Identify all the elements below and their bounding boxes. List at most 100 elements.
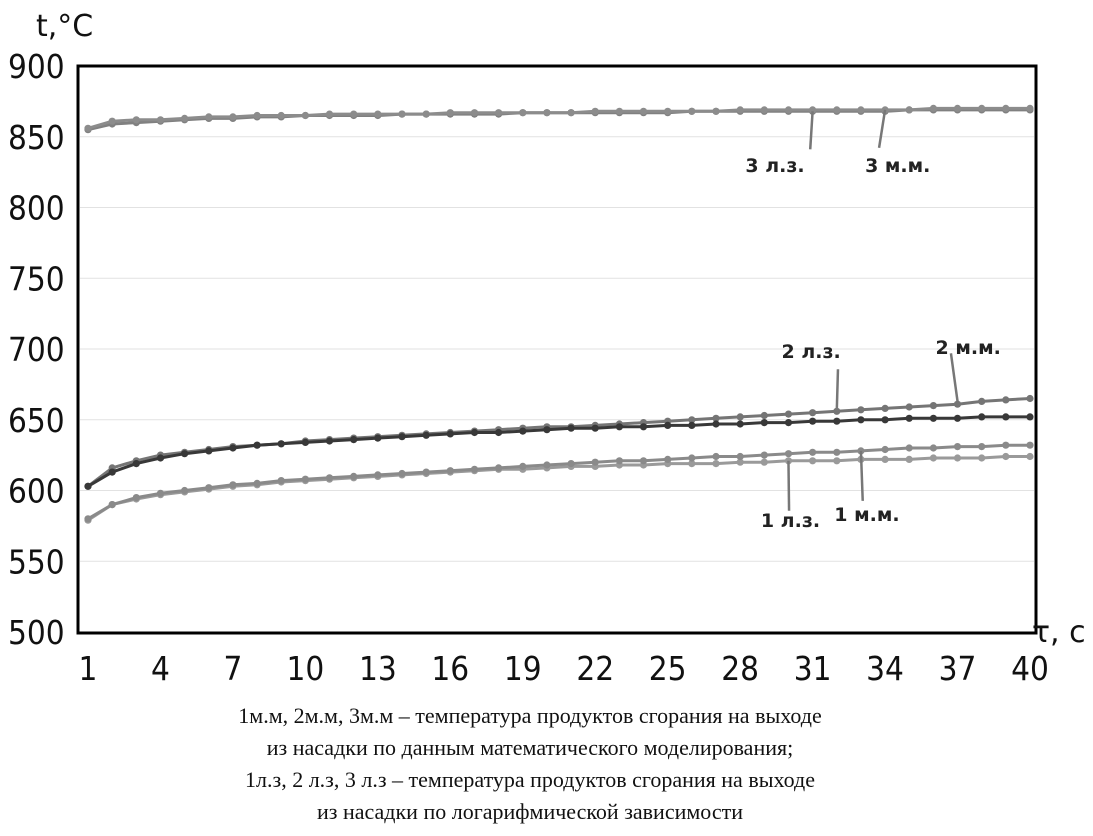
series-line <box>87 443 1030 521</box>
data-point <box>470 109 479 117</box>
data-point <box>132 460 140 468</box>
y-tick-label: 500 <box>8 613 65 652</box>
data-point <box>688 416 696 424</box>
data-point <box>688 460 696 468</box>
leader-line <box>949 353 959 402</box>
data-point <box>374 110 382 118</box>
data-point <box>905 444 913 452</box>
y-tick-label: 800 <box>8 189 65 228</box>
series-line <box>87 106 1030 130</box>
data-point <box>929 444 938 452</box>
data-point <box>495 109 503 117</box>
data-point <box>446 109 454 117</box>
x-tick-label: 7 <box>223 649 242 688</box>
y-tick-label: 700 <box>8 330 65 369</box>
data-point <box>470 465 479 473</box>
data-point <box>953 104 962 112</box>
data-point <box>639 423 648 431</box>
data-point <box>1026 452 1034 461</box>
data-point <box>301 438 309 446</box>
data-point <box>350 436 358 444</box>
data-point <box>350 472 358 480</box>
x-tick-label: 19 <box>504 649 542 688</box>
data-point <box>567 424 575 432</box>
data-point <box>784 450 793 458</box>
data-point <box>905 414 913 422</box>
data-point <box>857 106 865 114</box>
data-point <box>495 464 503 472</box>
leader-line <box>835 369 840 412</box>
x-tick-label: 28 <box>721 649 759 688</box>
data-point <box>229 113 237 121</box>
leader-line <box>877 109 887 149</box>
annotation: 1 л.з. <box>761 460 820 532</box>
data-point <box>205 447 213 455</box>
series-2 <box>84 104 1034 132</box>
data-point <box>929 414 938 422</box>
data-point <box>543 109 551 117</box>
data-point <box>978 104 986 112</box>
annotation-layer: 3 л.з. 3 м.м. 2 л.з. 2 м.м. 1 л.з. 1 м.м. <box>745 109 1001 532</box>
x-tick-label: 31 <box>794 649 832 688</box>
data-point <box>953 414 962 422</box>
data-point <box>953 443 962 451</box>
data-point <box>784 419 793 427</box>
y-tick-label: 750 <box>8 259 65 298</box>
y-tick-label: 650 <box>8 401 65 440</box>
data-point <box>736 458 744 466</box>
x-tick-labels: 1 4 7 10 13 16 19 22 25 28 31 34 37 40 <box>79 649 1049 688</box>
data-point <box>929 104 938 112</box>
data-point <box>84 515 92 523</box>
data-point <box>760 106 768 114</box>
annotation: 3 л.з. <box>745 111 814 177</box>
data-point <box>350 110 358 118</box>
x-tick-label: 34 <box>866 649 904 688</box>
data-point <box>325 474 334 482</box>
x-tick-label: 22 <box>576 649 614 688</box>
data-point <box>736 420 744 428</box>
annotation: 3 м.м. <box>865 109 930 177</box>
data-point <box>833 448 841 456</box>
data-point <box>1026 104 1034 112</box>
data-point <box>978 413 986 421</box>
data-point <box>543 461 551 469</box>
data-point <box>446 430 454 438</box>
data-point <box>736 452 744 461</box>
data-point <box>881 445 889 454</box>
data-point <box>664 455 672 463</box>
data-point <box>978 454 986 462</box>
series-3 <box>84 394 1034 490</box>
data-point <box>301 475 309 483</box>
data-point <box>712 452 720 461</box>
x-tick-label: 37 <box>939 649 977 688</box>
data-point <box>857 416 865 424</box>
data-point <box>905 403 913 411</box>
series-line <box>87 397 1031 488</box>
data-point <box>615 457 624 465</box>
figure-caption: 1м.м, 2м.м, 3м.м – температура продуктов… <box>60 700 1000 828</box>
data-point <box>84 482 92 490</box>
data-point <box>374 434 382 442</box>
data-point <box>205 113 213 121</box>
data-point <box>1026 394 1034 403</box>
data-point <box>253 441 261 449</box>
data-point <box>325 110 334 118</box>
x-tick-label: 10 <box>286 649 324 688</box>
data-point <box>1002 396 1010 404</box>
data-point <box>833 407 841 415</box>
data-point <box>422 110 430 118</box>
caption-line: 1м.м, 2м.м, 3м.м – температура продуктов… <box>238 703 822 728</box>
grid-lines <box>80 136 1034 562</box>
x-axis-label: τ, с <box>1032 615 1086 650</box>
data-point <box>108 501 116 509</box>
data-point <box>398 469 406 478</box>
data-point <box>181 486 189 495</box>
data-point <box>519 462 527 470</box>
data-point <box>84 124 92 132</box>
data-point <box>809 457 817 465</box>
y-tick-labels: 500 550 600 650 700 750 800 850 900 <box>8 47 65 652</box>
data-point <box>664 107 672 115</box>
annotation: 2 л.з. <box>782 341 841 412</box>
data-point <box>543 426 551 434</box>
y-tick-label: 900 <box>8 47 65 86</box>
